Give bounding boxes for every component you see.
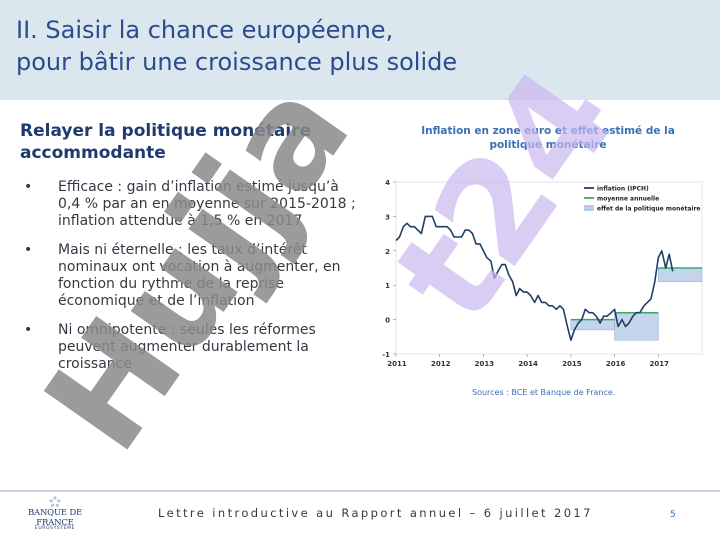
x-tick-label: 2013 [475, 360, 495, 368]
chart-sources: Sources : BCE et Banque de France. [472, 388, 616, 397]
y-tick-label: -1 [382, 351, 390, 359]
legend-label: effet de la politique monétaire [597, 206, 701, 213]
y-tick-label: 4 [385, 179, 390, 187]
footer-text: Lettre introductive au Rapport annuel – … [158, 506, 593, 520]
bullet-text: Efficace : gain d’inflation estimé jusqu… [58, 179, 356, 229]
legend-label: moyenne annuelle [597, 196, 659, 203]
y-tick-label: 0 [385, 317, 390, 325]
bullet-item: • Ni omnipotente : seules les réformes pe… [20, 322, 360, 373]
policy-effect-band [614, 312, 659, 341]
inflation-line [395, 215, 674, 341]
x-tick-label: 2016 [606, 360, 626, 368]
bank-logo: BANQUE DE FRANCE EUROSYSTÈME [10, 494, 100, 538]
policy-effect-band [658, 267, 703, 283]
slide-header: II. Saisir la chance européenne, pour bâ… [0, 0, 720, 100]
y-tick-label: 2 [385, 248, 390, 256]
x-tick-label: 2011 [387, 360, 407, 368]
x-tick-label: 2017 [650, 360, 670, 368]
y-tick-label: 1 [385, 282, 390, 290]
x-tick-label: 2012 [431, 360, 451, 368]
x-tick-label: 2015 [562, 360, 582, 368]
footer-divider [0, 490, 720, 492]
bullet-dot-icon: • [24, 179, 33, 195]
bullet-dot-icon: • [24, 242, 33, 258]
legend-swatch [584, 205, 594, 211]
bullet-text: Ni omnipotente : seules les réformes peu… [58, 322, 316, 372]
legend-label: inflation (IPCH) [597, 186, 649, 193]
logo-subtext: EUROSYSTÈME [34, 526, 76, 531]
section-subtitle: Relayer la politique monétaire accommoda… [20, 121, 312, 163]
slide-title: II. Saisir la chance européenne, pour bâ… [16, 16, 458, 76]
bullet-text: Mais ni éternelle : les taux d’intérêt n… [58, 242, 341, 309]
chart-title: Inflation en zone euro et effet estimé d… [421, 125, 675, 151]
star-emblem-icon [49, 496, 61, 507]
bullet-item: • Efficace : gain d’inflation estimé jusq… [20, 179, 360, 230]
y-tick-label: 3 [385, 213, 390, 221]
bullet-item: • Mais ni éternelle : les taux d’intérêt … [20, 242, 360, 310]
bullet-dot-icon: • [24, 322, 33, 338]
bullet-list: • Efficace : gain d’inflation estimé jusq… [20, 179, 360, 385]
x-tick-label: 2014 [518, 360, 538, 368]
page-number: 5 [670, 510, 676, 520]
logo-text: BANQUE DE FRANCE [27, 508, 83, 528]
